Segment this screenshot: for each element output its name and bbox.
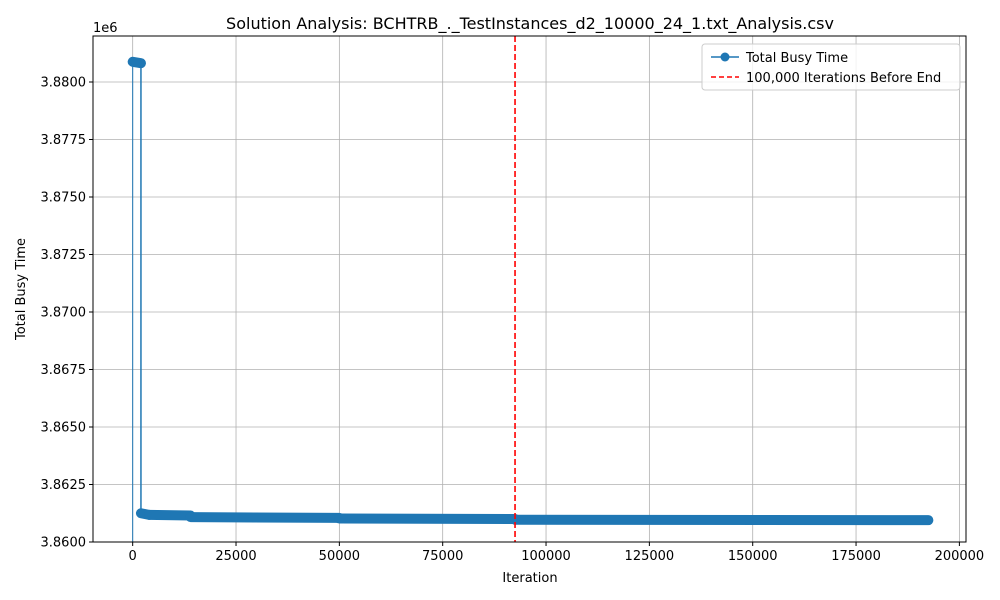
legend: Total Busy Time 100,000 Iterations Befor… [701,43,961,91]
series-marker-band [185,512,345,523]
x-tick-label: 75000 [422,549,463,564]
y-tick-label: 3.8750 [41,191,87,206]
series-marker-band [144,509,196,521]
x-tick-label: 50000 [319,549,360,564]
x-tick-label: 100000 [521,549,571,564]
y-tick-label: 3.8675 [41,363,87,378]
y-tick-label: 3.8800 [41,76,87,91]
chart-title: Solution Analysis: BCHTRB_._TestInstance… [226,14,834,34]
y-tick-label: 3.8650 [41,421,87,436]
legend-label-reference: 100,000 Iterations Before End [746,71,941,86]
x-tick-label: 175000 [831,549,881,564]
x-tick-label: 125000 [625,549,675,564]
y-tick-label: 3.8600 [41,536,87,551]
x-tick-label: 25000 [215,549,256,564]
y-tick-label: 3.8775 [41,133,87,148]
y-tick-label: 3.8700 [41,306,87,321]
series-marker-band [127,56,146,69]
legend-label-total-busy-time: Total Busy Time [745,51,848,66]
x-tick-label: 200000 [935,549,985,564]
x-tick-label: 0 [129,549,137,564]
legend-marker-total-busy-time [720,52,730,62]
y-axis-label: Total Busy Time [14,238,29,341]
x-axis-ticks: 0 25000 50000 75000 100000 125000 150000 175000… [129,542,985,564]
y-tick-label: 3.8725 [41,248,87,263]
axes-frame [92,35,967,543]
x-tick-label: 150000 [728,549,778,564]
plot-area [127,36,934,542]
x-axis-label: Iteration [502,571,557,586]
y-tick-label: 3.8625 [41,478,87,493]
y-axis-offset-label: 1e6 [93,21,118,36]
legend-box [701,43,961,91]
y-axis-ticks: 3.8600 3.8625 3.8650 3.8675 3.8700 3.8725 3.87… [41,76,93,551]
